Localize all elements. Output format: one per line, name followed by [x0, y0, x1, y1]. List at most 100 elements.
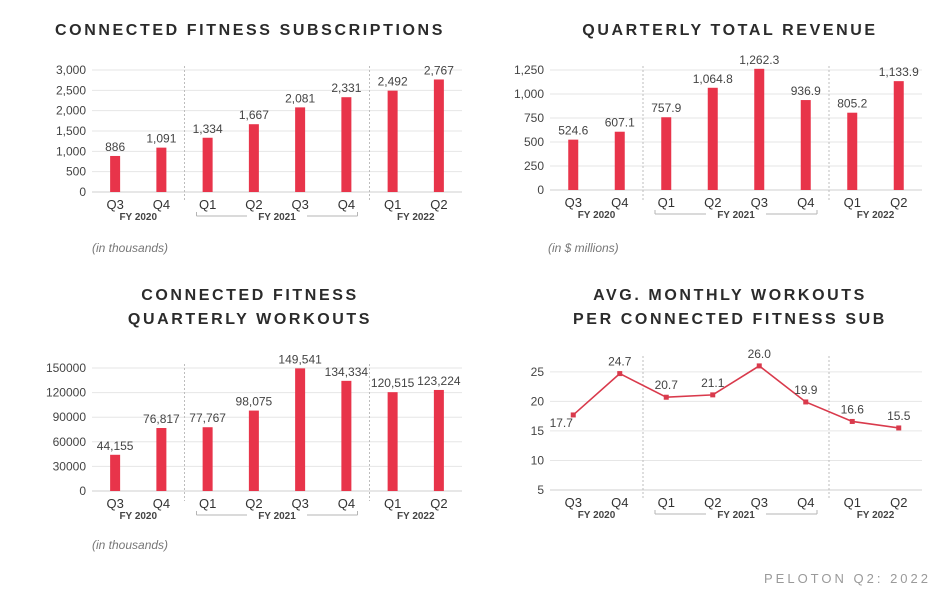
- bar: [341, 380, 352, 491]
- data-point: [849, 418, 855, 424]
- data-label: 149,541: [278, 352, 322, 366]
- bar: [893, 81, 904, 190]
- chart-revenue: 0 250 500 750 1,000 1,250 524.6 607.1 757.9 1,064…: [514, 55, 922, 221]
- bar: [248, 124, 259, 192]
- data-label: 886: [105, 140, 125, 154]
- y-tick-label: 0: [79, 484, 86, 498]
- data-label: 1,334: [193, 122, 223, 136]
- group-label: FY 2020: [119, 511, 157, 522]
- x-tick-label: Q3: [106, 496, 123, 511]
- data-point: [617, 371, 623, 377]
- bar: [295, 107, 306, 192]
- y-tick-label: 120000: [46, 386, 86, 400]
- group-label-bg: [706, 510, 766, 520]
- x-tick-label: Q4: [797, 195, 814, 210]
- data-label: 17.7: [550, 416, 574, 430]
- bar: [156, 428, 167, 491]
- bar: [295, 368, 306, 491]
- chart-title-line: QUARTERLY TOTAL REVENUE: [582, 22, 878, 39]
- x-tick-label: Q3: [751, 195, 768, 210]
- x-tick-label: Q1: [844, 195, 861, 210]
- group-label: FY 2021: [717, 210, 755, 221]
- y-tick-label: 0: [537, 183, 544, 197]
- x-tick-label: Q2: [430, 197, 447, 212]
- y-tick-label: 2,500: [56, 83, 86, 97]
- data-label: 1,667: [239, 108, 269, 122]
- bar: [202, 427, 213, 491]
- x-tick-label: Q4: [338, 197, 355, 212]
- y-tick-label: 30000: [53, 459, 87, 473]
- data-point: [710, 392, 716, 398]
- chart-note: (in $ millions): [548, 241, 619, 255]
- data-label: 134,334: [325, 365, 369, 379]
- y-tick-label: 3,000: [56, 63, 86, 77]
- data-label: 15.5: [887, 409, 911, 423]
- y-tick-label: 1,000: [56, 144, 86, 158]
- y-tick-label: 15: [531, 424, 545, 438]
- bar: [156, 147, 167, 192]
- y-tick-label: 0: [79, 185, 86, 199]
- bar: [202, 137, 213, 192]
- y-tick-label: 500: [66, 165, 86, 179]
- data-label: 98,075: [236, 395, 273, 409]
- data-label: 2,081: [285, 91, 315, 105]
- data-point: [896, 425, 902, 431]
- bar: [614, 131, 625, 190]
- data-label: 21.1: [701, 376, 725, 390]
- x-tick-label: Q1: [658, 495, 675, 510]
- group-label: FY 2020: [578, 510, 616, 521]
- group-label-bg: [247, 511, 307, 521]
- chart-title-revenue: QUARTERLY TOTAL REVENUE: [520, 19, 939, 43]
- x-tick-label: Q2: [890, 195, 907, 210]
- x-tick-label: Q2: [890, 495, 907, 510]
- group-label: FY 2022: [397, 212, 435, 223]
- x-tick-label: Q3: [106, 197, 123, 212]
- footer-brand: PELOTON Q2: 2022: [764, 571, 931, 586]
- x-tick-label: Q2: [245, 496, 262, 511]
- data-point: [756, 363, 762, 369]
- data-label: 2,767: [424, 63, 454, 77]
- data-label: 123,224: [417, 374, 461, 388]
- x-tick-label: Q1: [199, 496, 216, 511]
- data-label: 1,091: [146, 132, 176, 146]
- y-tick-label: 150000: [46, 361, 86, 375]
- data-label: 805.2: [837, 97, 867, 111]
- bar: [387, 392, 398, 491]
- group-label: FY 2022: [397, 511, 435, 522]
- y-tick-label: 250: [524, 159, 544, 173]
- data-label: 26.0: [748, 347, 772, 361]
- data-label: 20.7: [655, 378, 679, 392]
- bar: [568, 139, 579, 190]
- x-tick-label: Q3: [751, 495, 768, 510]
- x-tick-label: Q1: [658, 195, 675, 210]
- chart-title-avg-workouts: AVG. MONTHLY WORKOUTS PER CONNECTED FITN…: [520, 284, 939, 332]
- group-label: FY 2022: [857, 210, 895, 221]
- data-point: [570, 412, 576, 418]
- x-tick-label: Q2: [704, 495, 721, 510]
- data-label: 24.7: [608, 355, 632, 369]
- bar: [341, 97, 352, 192]
- x-tick-label: Q3: [565, 495, 582, 510]
- x-tick-label: Q2: [245, 197, 262, 212]
- data-label: 936.9: [791, 84, 821, 98]
- x-tick-label: Q4: [611, 495, 628, 510]
- group-label: FY 2021: [717, 510, 755, 521]
- y-tick-label: 25: [531, 365, 545, 379]
- x-tick-label: Q1: [844, 495, 861, 510]
- x-tick-label: Q1: [384, 496, 401, 511]
- chart-title-subscriptions: CONNECTED FITNESS SUBSCRIPTIONS: [40, 19, 460, 43]
- x-tick-label: Q1: [199, 197, 216, 212]
- chart-title-line: AVG. MONTHLY WORKOUTS: [593, 287, 867, 304]
- x-tick-label: Q2: [704, 195, 721, 210]
- y-tick-label: 750: [524, 111, 544, 125]
- y-tick-label: 5: [537, 483, 544, 497]
- chart-title-line: CONNECTED FITNESS SUBSCRIPTIONS: [55, 22, 445, 39]
- y-tick-label: 10: [531, 453, 545, 467]
- bar: [847, 112, 858, 190]
- data-label: 120,515: [371, 376, 415, 390]
- chart-title-line: CONNECTED FITNESS: [141, 287, 359, 304]
- y-tick-label: 90000: [53, 410, 87, 424]
- bar: [433, 79, 444, 192]
- group-label: FY 2020: [119, 212, 157, 223]
- data-label: 44,155: [97, 439, 134, 453]
